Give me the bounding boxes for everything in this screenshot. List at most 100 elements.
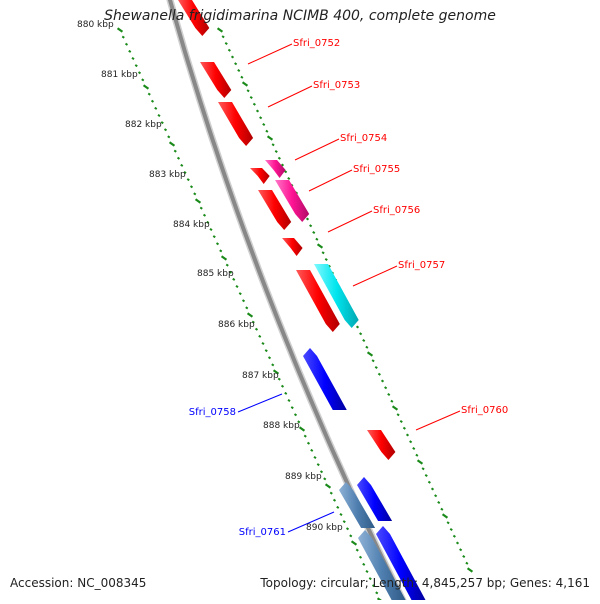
tick-mark xyxy=(321,251,325,255)
tick-mark xyxy=(258,334,262,338)
tick-mark xyxy=(134,64,138,68)
tick-mark xyxy=(271,363,275,367)
tick-mark xyxy=(284,391,288,395)
gene-label: Sfri_0754 xyxy=(340,133,387,144)
tick-mark xyxy=(167,135,171,139)
gene-sfri-0756 xyxy=(282,238,303,256)
gene-leader xyxy=(267,85,313,108)
gene-label: Sfri_0752 xyxy=(293,38,340,49)
tick-mark xyxy=(264,349,268,353)
tick-mark xyxy=(116,27,124,33)
tick-mark xyxy=(280,384,285,388)
tick-mark xyxy=(262,122,266,127)
gene-leader xyxy=(287,511,335,533)
tick-mark xyxy=(261,341,265,346)
tick-mark xyxy=(154,106,158,110)
tick-mark xyxy=(316,463,320,467)
tick-mark xyxy=(396,413,400,417)
tick-mark xyxy=(193,192,197,196)
gene-sfri-0757a xyxy=(296,270,340,332)
gene-labels: Sfri_0752 Sfri_0753 Sfri_0754 Sfri_0755 Sfri… xyxy=(189,38,508,538)
gene-sfri-0751 xyxy=(178,0,210,36)
tick-mark xyxy=(465,561,469,565)
tick-mark xyxy=(194,198,202,204)
tick-mark xyxy=(267,356,272,360)
tick-mark xyxy=(215,242,220,246)
tick-mark xyxy=(142,84,150,90)
tick-mark xyxy=(355,325,360,329)
kbp-label: 882 kbp xyxy=(125,120,162,130)
tick-mark xyxy=(365,345,369,349)
kbp-label: 885 kbp xyxy=(197,269,234,279)
tick-mark xyxy=(362,562,366,566)
tick-mark xyxy=(202,213,207,217)
gene-leader xyxy=(308,169,353,192)
accession-text: Accession: NC_008345 xyxy=(10,576,147,590)
tick-mark xyxy=(342,520,346,524)
tick-mark xyxy=(368,577,372,581)
tick-mark xyxy=(405,433,410,437)
kbp-scale-labels: 880 kbp 881 kbp 882 kbp 883 kbp 884 kbp 885 k… xyxy=(77,20,343,533)
tick-mark xyxy=(241,299,246,303)
tick-mark xyxy=(421,467,425,471)
gene-sfri-0757 xyxy=(314,264,359,328)
tick-mark xyxy=(350,540,358,546)
tick-mark xyxy=(157,113,161,118)
tick-mark xyxy=(131,56,135,61)
tick-mark xyxy=(305,217,310,221)
gene-track xyxy=(178,0,426,600)
tick-mark xyxy=(287,176,291,181)
tick-mark xyxy=(186,178,190,182)
tick-mark xyxy=(452,534,456,538)
tick-mark xyxy=(280,163,285,167)
tick-mark xyxy=(332,498,337,502)
tick-mark xyxy=(329,491,333,495)
tick-mark xyxy=(206,220,210,224)
tick-mark xyxy=(141,78,145,82)
gene-label: Sfri_0753 xyxy=(313,80,360,91)
tick-mark xyxy=(189,185,194,189)
gene-sfri-0758 xyxy=(303,348,347,410)
tick-mark xyxy=(183,170,187,175)
tick-mark xyxy=(336,505,340,509)
tick-mark xyxy=(441,513,449,519)
gene-leader xyxy=(415,410,461,431)
tick-mark xyxy=(297,420,301,424)
kbp-label: 881 kbp xyxy=(101,70,138,80)
tick-mark xyxy=(387,392,391,397)
tick-mark xyxy=(409,440,413,444)
tick-mark xyxy=(272,369,280,375)
tick-mark xyxy=(371,584,376,588)
gene-leader xyxy=(294,138,340,161)
genome-title: Shewanella frigidimarina NCIMB 400, comp… xyxy=(104,8,496,24)
tick-mark xyxy=(249,95,253,100)
tick-mark xyxy=(324,257,328,262)
tick-mark xyxy=(254,327,259,331)
tick-mark xyxy=(209,227,213,232)
tick-mark xyxy=(449,527,453,532)
tick-mark xyxy=(137,71,142,75)
gene-sfri-0753 xyxy=(218,102,254,146)
tick-mark xyxy=(173,149,177,153)
tick-mark xyxy=(316,243,324,249)
tick-mark xyxy=(380,379,385,383)
tick-mark xyxy=(412,446,416,451)
tick-mark xyxy=(313,455,317,460)
tick-mark xyxy=(303,434,307,438)
tick-mark xyxy=(315,237,319,241)
tick-mark xyxy=(234,62,238,66)
tick-mark xyxy=(462,554,466,559)
tick-mark xyxy=(246,89,250,93)
tick-mark xyxy=(224,41,228,46)
gene-leader xyxy=(327,210,373,233)
tick-mark xyxy=(277,377,281,381)
tick-mark xyxy=(221,35,225,39)
tick-mark xyxy=(227,48,231,52)
tick-mark xyxy=(219,249,223,253)
tick-mark xyxy=(230,55,235,59)
tick-mark xyxy=(240,75,244,79)
tick-mark xyxy=(212,235,216,239)
tick-mark xyxy=(241,81,249,87)
tick-mark xyxy=(377,372,381,376)
